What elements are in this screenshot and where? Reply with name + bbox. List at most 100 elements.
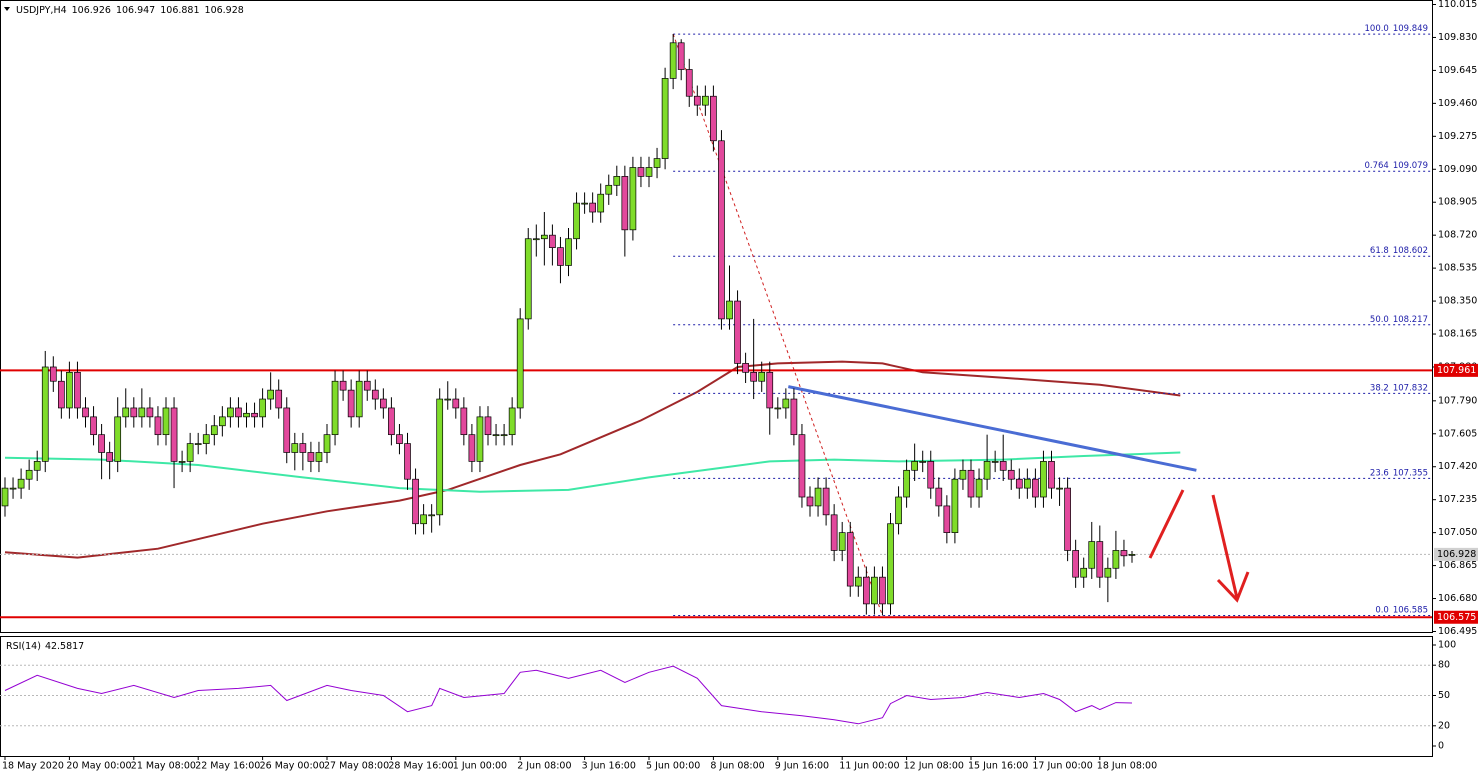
- fib-label: 61.8 108.602: [1370, 246, 1428, 256]
- candle-body: [210, 425, 218, 436]
- fib-level: 0.764: [1365, 161, 1389, 171]
- candle-body: [428, 514, 435, 517]
- candle-body: [1128, 554, 1136, 556]
- candle-body: [307, 452, 315, 462]
- rsi-header: RSI(14) 42.5817: [6, 641, 84, 652]
- candle-body: [17, 478, 25, 489]
- candle-body: [186, 443, 194, 462]
- y-tick-label: 106.865: [1438, 560, 1477, 571]
- candle-body: [573, 202, 580, 240]
- fib-price: 106.585: [1393, 605, 1428, 615]
- candle-body: [315, 452, 323, 462]
- candle-body: [677, 42, 685, 70]
- candle-body: [484, 416, 492, 436]
- candle-body: [718, 140, 725, 320]
- candle-body: [202, 434, 210, 444]
- candle-body: [927, 461, 935, 489]
- candle-body: [404, 443, 411, 480]
- candle-body: [1120, 550, 1128, 557]
- candle-body: [726, 300, 733, 320]
- candle-body: [291, 443, 299, 453]
- candle-body: [774, 407, 782, 410]
- candle-body: [758, 371, 766, 382]
- candle-body: [492, 434, 500, 437]
- candle-body: [66, 371, 73, 409]
- candle-body: [194, 443, 202, 445]
- x-tick-label: 3 Jun 16:00: [582, 761, 636, 772]
- candle-body: [701, 95, 709, 106]
- candle-body: [339, 380, 347, 391]
- fib-level: 100.0: [1365, 24, 1389, 34]
- y-tick-label: 109.460: [1438, 98, 1477, 109]
- candle-body: [613, 176, 621, 186]
- x-tick-label: 5 Jun 00:00: [646, 761, 700, 772]
- candle-body: [1, 487, 9, 507]
- candle-body: [444, 398, 452, 401]
- header: USDJPY,H4 106.926 106.947 106.881 106.928: [16, 5, 244, 16]
- rsi-tick-label: 80: [1438, 660, 1450, 671]
- candle-body: [685, 69, 693, 97]
- candle-body: [565, 238, 572, 266]
- candle-body: [597, 193, 605, 213]
- candle-body: [122, 407, 130, 418]
- fib-label: 50.0 108.217: [1370, 314, 1428, 324]
- candle-body: [605, 184, 613, 195]
- candle-body: [90, 416, 97, 436]
- candle-body: [380, 398, 387, 409]
- candle-body: [871, 576, 878, 605]
- candle-body: [645, 167, 653, 177]
- candle-body: [532, 238, 540, 241]
- fib-diagonal: [672, 33, 883, 616]
- candle-body: [138, 407, 146, 418]
- candle-body: [468, 434, 476, 462]
- y-tick-label: 108.165: [1438, 329, 1477, 340]
- rsi-tick-label: 50: [1438, 690, 1450, 701]
- candle-body: [1072, 550, 1080, 578]
- candle-body: [412, 478, 419, 525]
- candle-body: [259, 398, 266, 418]
- candle-body: [1015, 478, 1023, 489]
- candle-body: [178, 461, 186, 463]
- y-tick-label: 108.720: [1438, 230, 1477, 241]
- y-tick-label: 110.015: [1438, 0, 1477, 10]
- y-tick-label: 109.830: [1438, 32, 1477, 43]
- x-tick-label: 26 May 00:00: [260, 761, 325, 772]
- candle-body: [959, 469, 967, 480]
- candle-body: [1023, 478, 1031, 489]
- candle-body: [983, 461, 991, 480]
- candle-body: [742, 363, 749, 373]
- price-level-box: [1434, 547, 1478, 561]
- candle-body: [1048, 461, 1055, 489]
- candle-body: [508, 407, 516, 436]
- y-tick-label: 106.495: [1438, 626, 1477, 637]
- x-tick-label: 15 Jun 16:00: [968, 761, 1028, 772]
- fib-label: 23.6 107.355: [1370, 468, 1428, 478]
- x-tick-label: 22 May 16:00: [195, 761, 260, 772]
- candle-body: [460, 407, 468, 436]
- menu-icon[interactable]: [4, 7, 10, 11]
- x-tick-label: 9 Jun 16:00: [775, 761, 829, 772]
- y-tick-label: 109.645: [1438, 65, 1477, 76]
- candle-body: [991, 461, 999, 463]
- candle-body: [1104, 567, 1112, 578]
- fib-price: 108.602: [1393, 246, 1428, 256]
- fib-price: 109.849: [1393, 24, 1428, 34]
- candle-body: [838, 532, 846, 551]
- header-value: 106.928: [205, 5, 244, 16]
- candle-body: [331, 380, 339, 436]
- candle-body: [589, 202, 597, 213]
- candle-body: [887, 523, 894, 605]
- price-level-label: 106.928: [1437, 549, 1476, 560]
- price-level-label: 107.961: [1437, 365, 1476, 376]
- fib-level: 61.8: [1370, 246, 1389, 256]
- candle-body: [323, 434, 331, 453]
- candle-body: [581, 202, 588, 205]
- candle-body: [219, 416, 226, 427]
- candle-body: [1032, 478, 1039, 498]
- rsi-tick-label: 20: [1438, 720, 1450, 731]
- candle-body: [766, 371, 774, 409]
- y-tick-label: 106.680: [1438, 593, 1477, 604]
- header-value: 106.881: [160, 5, 199, 16]
- fib-price: 107.355: [1393, 468, 1428, 478]
